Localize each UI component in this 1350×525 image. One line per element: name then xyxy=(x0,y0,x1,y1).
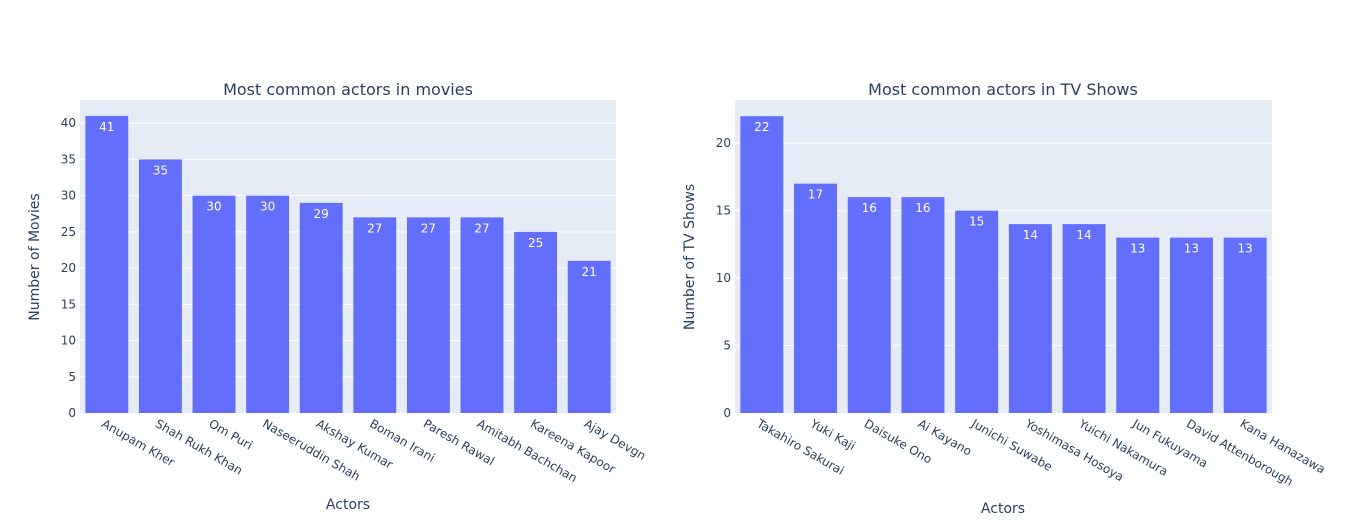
movies-bar-value-label: 30 xyxy=(260,200,275,214)
movies-bar-labels: 41 35 30 30 29 27 27 27 25 21 xyxy=(99,120,597,279)
movies-bar-value-label: 27 xyxy=(421,221,436,235)
tvshows-x-tick-label: Kana Hanazawa xyxy=(1238,416,1328,476)
movies-bar[interactable] xyxy=(567,260,611,413)
movies-y-axis-title: Number of Movies xyxy=(27,193,43,320)
tvshows-bar-value-label: 17 xyxy=(808,188,823,202)
movies-bar[interactable] xyxy=(192,195,236,413)
movies-bar[interactable] xyxy=(406,217,450,413)
movies-y-tick-label: 35 xyxy=(61,152,76,166)
movies-bar[interactable] xyxy=(514,231,558,413)
movies-y-ticks: 0 5 10 15 20 25 30 35 40 xyxy=(61,116,76,420)
movies-bar[interactable] xyxy=(246,195,290,413)
tvshows-bar-value-label: 13 xyxy=(1184,242,1199,256)
movies-chart-title: Most common actors in movies xyxy=(223,80,473,99)
tvshows-bar[interactable] xyxy=(901,197,945,413)
movies-bar-value-label: 25 xyxy=(528,236,543,250)
tvshows-y-tick-label: 5 xyxy=(723,339,731,353)
tvshows-bar-value-label: 14 xyxy=(1023,228,1038,242)
tvshows-y-tick-label: 15 xyxy=(716,204,731,218)
tvshows-bar-value-label: 15 xyxy=(969,215,984,229)
tvshows-bar-value-label: 14 xyxy=(1076,228,1091,242)
tvshows-bar[interactable] xyxy=(1223,237,1267,413)
tvshows-y-axis-title: Number of TV Shows xyxy=(682,184,698,330)
movies-bar-value-label: 29 xyxy=(314,207,329,221)
movies-bar-value-label: 21 xyxy=(582,265,597,279)
tvshows-bar[interactable] xyxy=(1116,237,1160,413)
movies-chart: 41 35 30 30 29 27 27 27 25 21 0 5 10 15 20 25 30 35 40 An… xyxy=(27,80,648,513)
tvshows-bar[interactable] xyxy=(794,183,838,413)
movies-bar[interactable] xyxy=(85,115,129,413)
tvshows-chart: 22 17 16 16 15 14 14 13 13 13 0 5 10 15 20 Takahiro S… xyxy=(682,80,1328,517)
tvshows-y-ticks: 0 5 10 15 20 xyxy=(716,136,731,420)
movies-bar-value-label: 41 xyxy=(99,120,114,134)
tvshows-bars xyxy=(740,116,1267,414)
movies-y-tick-label: 30 xyxy=(61,189,76,203)
movies-y-tick-label: 10 xyxy=(61,334,76,348)
tvshows-bar-value-label: 16 xyxy=(915,201,930,215)
movies-bars xyxy=(85,115,611,413)
movies-x-tick-label: Naseeruddin Shah xyxy=(260,416,362,483)
movies-bar-value-label: 27 xyxy=(474,221,489,235)
tvshows-y-tick-label: 10 xyxy=(716,271,731,285)
tvshows-y-tick-label: 20 xyxy=(716,136,731,150)
tvshows-bar-labels: 22 17 16 16 15 14 14 13 13 13 xyxy=(754,120,1253,255)
tvshows-bar[interactable] xyxy=(1062,224,1106,413)
tvshows-x-tick-label: Yoshimasa Hosoya xyxy=(1022,416,1126,484)
tvshows-y-tick-label: 0 xyxy=(723,406,731,420)
movies-y-tick-label: 20 xyxy=(61,261,76,275)
movies-bar-value-label: 30 xyxy=(206,200,221,214)
movies-y-tick-label: 0 xyxy=(68,406,76,420)
movies-y-tick-label: 25 xyxy=(61,225,76,239)
tvshows-bar-value-label: 13 xyxy=(1130,242,1145,256)
movies-y-tick-label: 40 xyxy=(61,116,76,130)
tvshows-x-axis-title: Actors xyxy=(981,501,1025,517)
tvshows-x-tick-label: Takahiro Sakurai xyxy=(753,416,846,478)
movies-bar-value-label: 27 xyxy=(367,221,382,235)
tvshows-bar[interactable] xyxy=(847,197,891,413)
tvshows-bar[interactable] xyxy=(1169,237,1213,413)
movies-bar[interactable] xyxy=(460,217,504,413)
tvshows-bar[interactable] xyxy=(955,210,999,413)
movies-y-tick-label: 15 xyxy=(61,297,76,311)
movies-bar[interactable] xyxy=(353,217,397,413)
movies-x-tick-label: Amitabh Bachchan xyxy=(475,416,580,485)
movies-bar[interactable] xyxy=(138,159,182,413)
tvshows-bar[interactable] xyxy=(740,116,784,414)
movies-x-axis-title: Actors xyxy=(326,497,370,513)
tvshows-bar-value-label: 16 xyxy=(862,201,877,215)
tvshows-bar-value-label: 13 xyxy=(1238,242,1253,256)
tvshows-bar[interactable] xyxy=(1008,224,1052,413)
movies-y-tick-label: 5 xyxy=(68,370,76,384)
movies-bar-value-label: 35 xyxy=(153,163,168,177)
tvshows-bar-value-label: 22 xyxy=(754,120,769,134)
tvshows-chart-title: Most common actors in TV Shows xyxy=(868,80,1138,99)
movies-bar[interactable] xyxy=(299,202,343,413)
